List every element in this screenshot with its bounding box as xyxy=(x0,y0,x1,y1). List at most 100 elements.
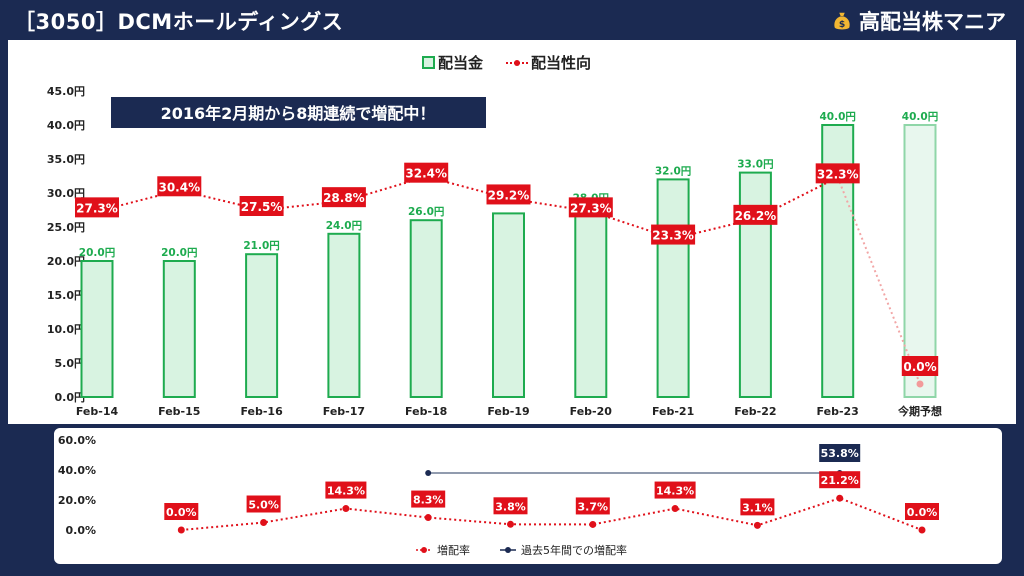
growth-y-axis: 0.0% 20.0% 40.0% 60.0% xyxy=(58,434,96,537)
growth-value-label: 3.1% xyxy=(742,501,773,514)
dividend-bars xyxy=(80,124,937,398)
bar-value-label: 21.0円 xyxy=(243,240,279,252)
payout-value-label: 26.2% xyxy=(735,209,777,223)
payout-value-label: 0.0% xyxy=(903,360,936,374)
legend-swatch-dividend xyxy=(422,56,435,69)
x-tick-label: Feb-16 xyxy=(240,405,283,418)
growth-line xyxy=(177,494,926,534)
bar-value-label: 40.0円 xyxy=(819,111,855,123)
y-tick-label: 40.0% xyxy=(58,464,96,477)
bar xyxy=(409,219,443,398)
y-tick-label: 15.0円 xyxy=(47,289,85,302)
growth-value-label: 3.7% xyxy=(578,500,609,513)
growth-label-box xyxy=(493,497,528,515)
bar-value-label: 32.0円 xyxy=(655,165,691,177)
growth-point xyxy=(753,521,761,529)
legend-marker-payout xyxy=(514,60,520,66)
y-tick-label: 30.0円 xyxy=(47,187,85,200)
banner-text: 2016年2月期から8期連続で増配中！ xyxy=(161,104,436,123)
bar xyxy=(245,253,279,398)
growth-point xyxy=(342,505,350,513)
header: ［3050］DCMホールディングス $ 高配当株マニア xyxy=(0,0,1024,38)
bar-value-label: 20.0円 xyxy=(79,247,115,259)
y-tick-label: 5.0円 xyxy=(55,357,86,370)
legend-label-five-year: 過去5年間での増配率 xyxy=(521,543,627,557)
payout-line-path xyxy=(96,175,839,240)
growth-label-box xyxy=(819,471,861,489)
svg-text:$: $ xyxy=(839,19,845,30)
payout-forecast-segment xyxy=(836,176,921,385)
banner: 2016年2月期から8期連続で増配中！ xyxy=(111,97,486,128)
growth-value-label: 21.2% xyxy=(821,474,859,487)
payout-label-box xyxy=(651,224,696,245)
payout-value-label: 32.3% xyxy=(817,167,859,181)
bar-value-label: 20.0円 xyxy=(161,247,197,259)
growth-point xyxy=(589,520,597,528)
growth-legend: 増配率 過去5年間での増配率 xyxy=(416,543,627,557)
x-tick-label: Feb-18 xyxy=(405,405,447,418)
y-tick-label: 10.0円 xyxy=(47,323,85,336)
legend-marker-growth xyxy=(421,547,427,553)
bar-value-label: 40.0円 xyxy=(902,111,938,123)
money-bag-icon: $ xyxy=(834,12,850,30)
five-year-label-box xyxy=(819,444,861,462)
payout-value-label: 27.3% xyxy=(570,201,612,215)
x-tick-label: Feb-21 xyxy=(652,405,694,418)
x-tick-label: Feb-23 xyxy=(817,405,859,418)
payout-value-label: 27.3% xyxy=(76,201,118,215)
x-tick-label: Feb-14 xyxy=(76,405,119,418)
payout-labels: 27.3% 30.4% 27.5% 28.8% 32.4% 29.2% 27.3% 23.3%… xyxy=(75,162,939,376)
growth-label-box xyxy=(246,495,281,513)
growth-point xyxy=(671,505,679,513)
growth-value-label: 0.0% xyxy=(166,506,197,519)
dividend-chart-panel: 配当金 配当性向 0.0円 5.0円 10.0円 15.0円 20.0円 25.0円 30.… xyxy=(8,40,1016,424)
payout-label-box xyxy=(75,197,119,218)
payout-label-box xyxy=(157,176,202,197)
growth-chart-panel: 0.0% 20.0% 40.0% 60.0% 53.8% 0.0% 5.0% 14.3% 8… xyxy=(52,426,1004,566)
growth-chart: 0.0% 20.0% 40.0% 60.0% 53.8% 0.0% 5.0% 14.3% 8… xyxy=(58,434,939,557)
payout-label-box xyxy=(404,162,449,183)
payout-label-box xyxy=(568,197,613,218)
growth-label-box xyxy=(411,490,446,508)
y-tick-label: 20.0% xyxy=(58,494,96,507)
y-tick-label: 20.0円 xyxy=(47,255,85,268)
growth-labels: 0.0% 5.0% 14.3% 8.3% 3.8% 3.7% 14.3% 3.1% 21.2% 0… xyxy=(164,471,939,520)
payout-label-box xyxy=(239,196,284,216)
growth-label-box xyxy=(905,503,939,520)
growth-label-box xyxy=(325,481,367,499)
x-tick-label: Feb-19 xyxy=(487,405,529,418)
payout-label-box xyxy=(815,163,860,184)
banner-box xyxy=(111,97,486,128)
x-tick-label: Feb-20 xyxy=(570,405,613,418)
legend-label-growth: 増配率 xyxy=(437,543,470,557)
growth-point xyxy=(260,519,268,526)
x-tick-label: 今期予想 xyxy=(897,404,942,418)
growth-point xyxy=(918,526,926,534)
growth-value-label: 3.8% xyxy=(495,500,526,513)
bar xyxy=(80,260,114,398)
x-tick-label: Feb-15 xyxy=(158,405,200,418)
y-tick-label: 45.0円 xyxy=(47,85,85,98)
dividend-chart: 配当金 配当性向 0.0円 5.0円 10.0円 15.0円 20.0円 25.0円 30.… xyxy=(47,54,942,418)
bar xyxy=(656,178,690,398)
bar xyxy=(574,205,608,398)
y-tick-label: 60.0% xyxy=(58,434,96,447)
growth-label-box xyxy=(164,503,199,520)
payout-value-label: 27.5% xyxy=(241,200,283,214)
bar xyxy=(162,260,196,398)
y-tick-label: 0.0円 xyxy=(55,391,86,404)
growth-point xyxy=(507,520,514,528)
page-title: ［3050］DCMホールディングス xyxy=(14,10,344,34)
payout-value-label: 29.2% xyxy=(488,188,530,202)
five-year-start-point xyxy=(425,470,432,476)
legend-marker-five-year xyxy=(505,547,511,553)
y-tick-label: 40.0円 xyxy=(47,119,85,132)
bar xyxy=(492,212,525,398)
growth-point xyxy=(177,526,185,534)
bar-value-label: 26.0円 xyxy=(408,206,444,218)
payout-label-box xyxy=(901,356,939,376)
growth-label-box xyxy=(575,497,610,515)
main-legend: 配当金 配当性向 xyxy=(422,54,591,72)
growth-label-box xyxy=(740,498,775,516)
legend-label-dividend: 配当金 xyxy=(438,54,484,72)
